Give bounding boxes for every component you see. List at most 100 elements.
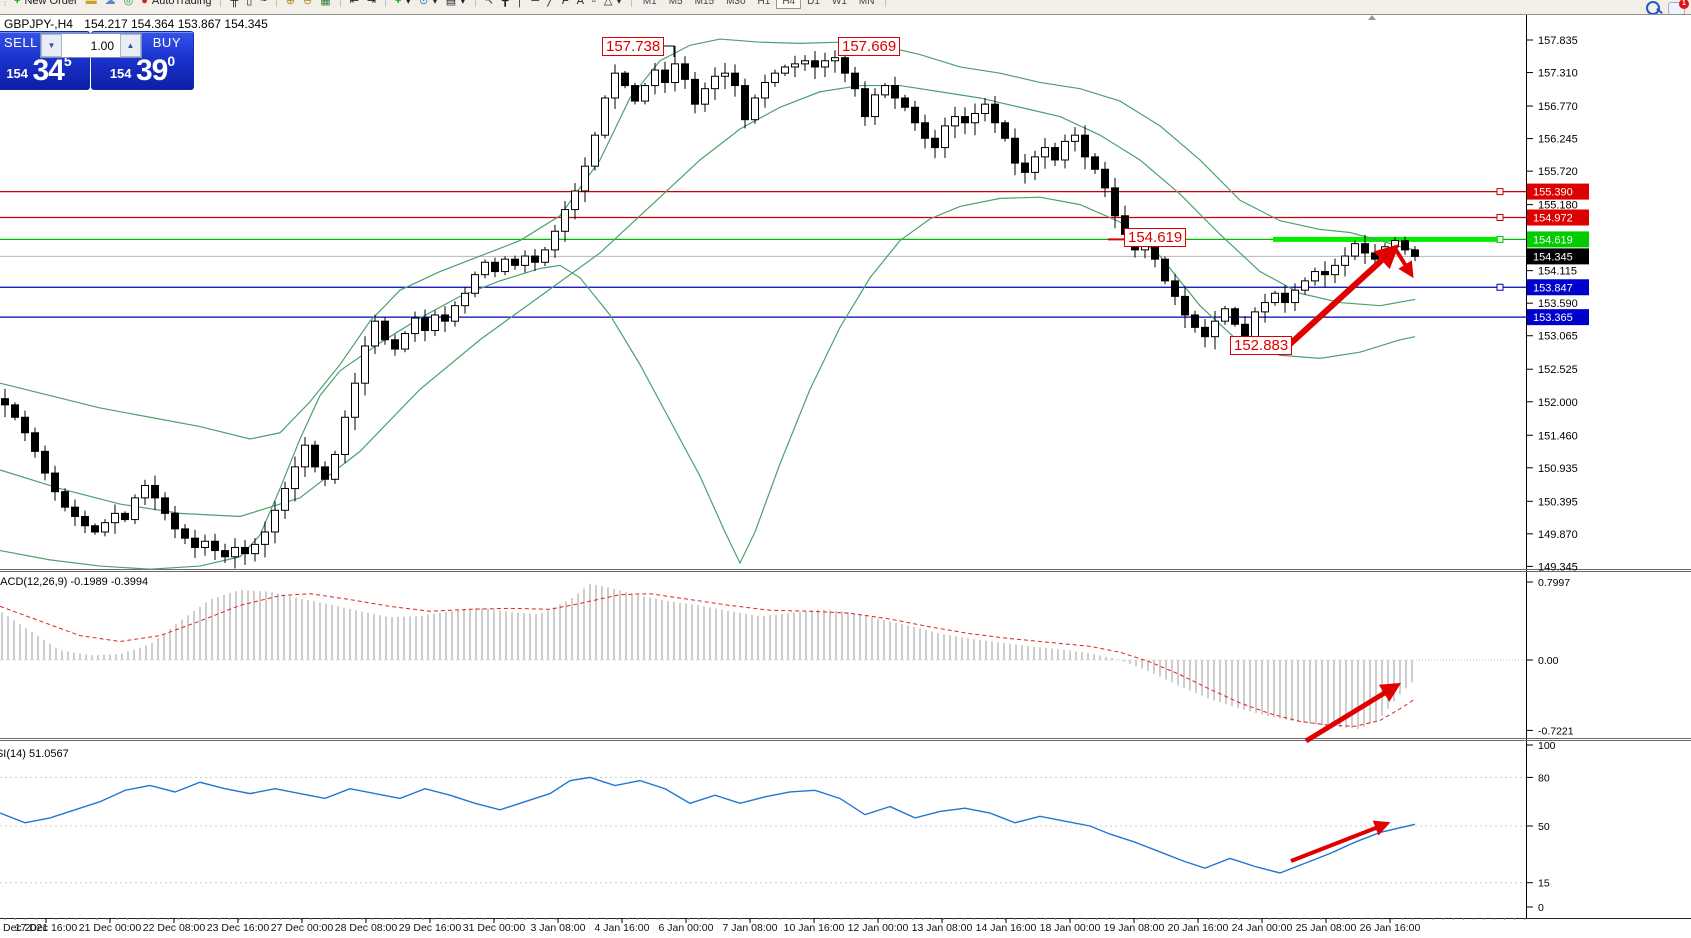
trend-arrow-4[interactable] — [1290, 820, 1391, 863]
cursor-button[interactable]: ↖ — [481, 0, 498, 9]
chart-shift-icon: ⇥ — [366, 0, 377, 7]
svg-text:19 Jan 08:00: 19 Jan 08:00 — [1104, 922, 1165, 934]
candle-chart-icon: ▯ — [246, 0, 253, 7]
tf-h1[interactable]: H1 — [757, 0, 771, 7]
vertical-line-button[interactable]: │ — [513, 0, 528, 9]
auto-scroll-icon: ⇤ — [349, 0, 359, 7]
tf-w1[interactable]: W1 — [831, 0, 847, 7]
svg-text:27 Dec 00:00: 27 Dec 00:00 — [271, 922, 334, 934]
autotrading-icon: ● — [141, 0, 148, 7]
cloud-button[interactable]: ☁ — [101, 0, 120, 9]
chart-title: GBPJPY-,H4 154.217 154.364 153.867 154.3… — [4, 17, 268, 31]
line-chart-button[interactable]: ~ — [256, 0, 270, 9]
svg-text:31 Dec 00:00: 31 Dec 00:00 — [463, 922, 526, 934]
svg-text:22 Dec 08:00: 22 Dec 08:00 — [143, 922, 206, 934]
indicators-button[interactable]: + ▾ — [391, 0, 415, 9]
toolbar-grip[interactable]: ┊ — [2, 0, 9, 7]
zoom-in-button[interactable]: ⊕ — [282, 0, 299, 9]
community-button[interactable]: ◎ — [120, 0, 138, 9]
hline-handle[interactable] — [1496, 214, 1504, 222]
gold-icon: ▬ — [85, 0, 97, 7]
hline-handle[interactable] — [1496, 283, 1504, 291]
volume-up-button[interactable]: ▲ — [120, 34, 141, 57]
svg-text:153.847: 153.847 — [1533, 282, 1573, 294]
hline-handle[interactable] — [1496, 188, 1504, 196]
zoom-in-icon: ⊕ — [285, 0, 295, 7]
svg-text:20 Jan 16:00: 20 Jan 16:00 — [1168, 922, 1229, 934]
search-icon[interactable] — [1646, 1, 1660, 14]
trend-arrow-3[interactable] — [1304, 682, 1402, 744]
chart-shift-button[interactable]: ⇥ — [363, 0, 380, 9]
tf-m1[interactable]: M1 — [642, 0, 657, 7]
bar-chart-button[interactable]: ╫ — [226, 0, 242, 9]
new-order-icon: + — [14, 0, 21, 7]
periods-button[interactable]: ⊙ ▾ — [415, 0, 442, 9]
svg-text:17 Dec 16:00: 17 Dec 16:00 — [15, 922, 78, 934]
svg-text:18 Jan 00:00: 18 Jan 00:00 — [1040, 922, 1101, 934]
svg-text:25 Jan 08:00: 25 Jan 08:00 — [1296, 922, 1357, 934]
volume-input[interactable]: 1.00 — [90, 38, 114, 53]
separator — [474, 0, 476, 7]
crosshair-button[interactable]: ╋ — [498, 0, 513, 9]
svg-text:150.935: 150.935 — [1538, 463, 1578, 475]
tf-m15[interactable]: M15 — [694, 0, 715, 7]
templates-button[interactable]: ▤ ▾ — [442, 0, 470, 9]
svg-text:6 Jan 00:00: 6 Jan 00:00 — [659, 922, 714, 934]
tf-d1[interactable]: D1 — [807, 0, 820, 7]
horizontal-line-button[interactable]: ─ — [527, 0, 543, 9]
shapes-button[interactable]: △ ▾ — [600, 0, 626, 9]
text-button[interactable]: A — [573, 0, 588, 9]
rsi-line — [0, 776, 1416, 874]
candle-chart-button[interactable]: ▯ — [242, 0, 256, 9]
horizontal-line-icon: ─ — [531, 0, 540, 7]
tf-h4[interactable]: H4 — [776, 0, 802, 9]
fibonacci-button[interactable]: F — [558, 0, 573, 9]
annotation-label-high1[interactable]: 157.738 — [602, 37, 665, 56]
line-chart-icon: ~ — [260, 0, 267, 7]
zoom-out-button[interactable]: ⊖ — [299, 0, 316, 9]
svg-text:155.180: 155.180 — [1538, 200, 1578, 212]
trend-arrow-1[interactable] — [1286, 244, 1400, 348]
separator — [339, 0, 341, 7]
tf-m5[interactable]: M5 — [668, 0, 683, 7]
tf-mn[interactable]: MN — [858, 0, 875, 7]
bollinger-middle — [0, 84, 1416, 518]
trendline-button[interactable]: ╱ — [543, 0, 558, 9]
svg-text:29 Dec 16:00: 29 Dec 16:00 — [399, 922, 462, 934]
new-order-button[interactable]: + New Order — [10, 0, 82, 9]
templates-icon: ▤ — [445, 0, 457, 7]
community-icon: ◎ — [123, 0, 134, 7]
svg-text:150.395: 150.395 — [1538, 496, 1578, 508]
svg-text:14 Jan 16:00: 14 Jan 16:00 — [976, 922, 1037, 934]
svg-text:152.000: 152.000 — [1538, 397, 1578, 409]
autotrading-button[interactable]: ● AutoTrading — [137, 0, 215, 9]
auto-scroll-button[interactable]: ⇤ — [346, 0, 363, 9]
annotation-label-resistance[interactable]: 154.619 — [1124, 228, 1187, 247]
tile-windows-button[interactable]: ▦ — [316, 0, 334, 9]
trend-arrow-2[interactable] — [1394, 248, 1414, 279]
indicators-icon: + — [395, 0, 402, 7]
notification-badge: 1 — [1679, 0, 1689, 9]
gold-button[interactable]: ▬ — [82, 0, 101, 9]
svg-text:0.7997: 0.7997 — [1538, 577, 1570, 589]
volume-down-button[interactable]: ▼ — [41, 34, 62, 57]
svg-text:12 Jan 00:00: 12 Jan 00:00 — [848, 922, 909, 934]
svg-text:156.245: 156.245 — [1538, 134, 1578, 146]
annotation-label-low[interactable]: 152.883 — [1230, 336, 1293, 355]
svg-text:0.00: 0.00 — [1538, 655, 1559, 667]
text-label-button[interactable]: ▫ — [588, 0, 600, 9]
tf-m30[interactable]: M30 — [726, 0, 746, 7]
svg-text:50: 50 — [1538, 821, 1550, 833]
svg-text:26 Jan 16:00: 26 Jan 16:00 — [1360, 922, 1421, 934]
notifications-icon[interactable]: 1 — [1668, 0, 1689, 14]
resistance-thick-line[interactable] — [1273, 236, 1498, 242]
sell-label: SELL — [4, 35, 38, 50]
annotation-label-high2[interactable]: 157.669 — [838, 37, 901, 56]
sell-price-figure: 154 — [6, 66, 29, 81]
bollinger-lower — [0, 196, 1416, 570]
volume-stepper: ▼ 1.00 ▲ — [40, 33, 142, 58]
buy-button[interactable]: BUY 154 390 — [91, 31, 194, 90]
svg-text:13 Jan 08:00: 13 Jan 08:00 — [912, 922, 973, 934]
